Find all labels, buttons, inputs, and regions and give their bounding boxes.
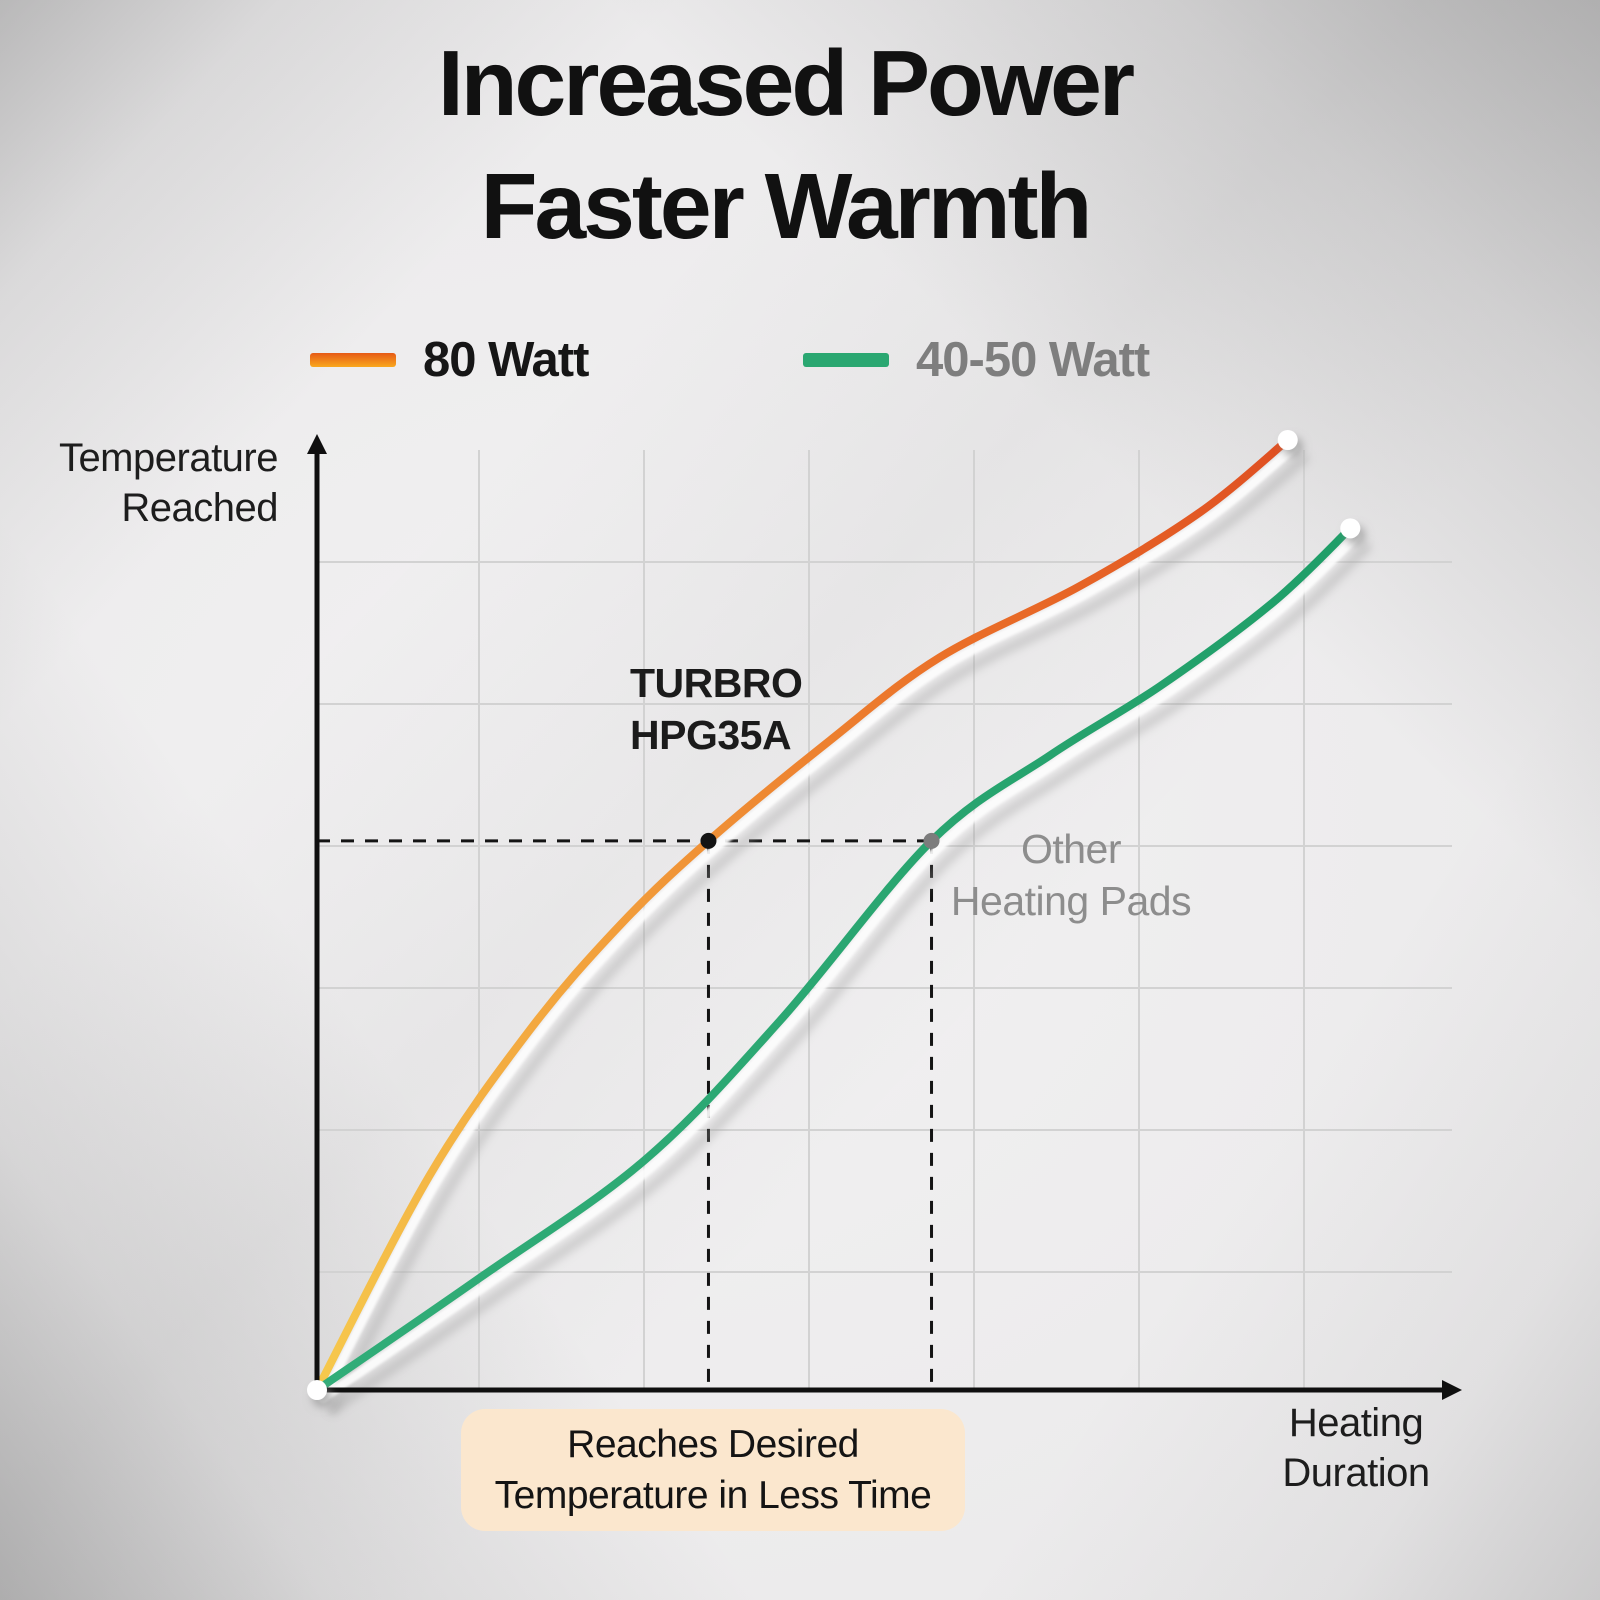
curve-shadows	[318, 443, 1372, 1414]
y-axis-label-line-2: Reached	[121, 486, 278, 531]
legend-item-40-50-watt: 40-50 Watt	[803, 328, 1150, 392]
legend-label-40-50-watt: 40-50 Watt	[916, 333, 1150, 387]
curves	[313, 436, 1355, 1394]
other-pads-label-line-2: Heating Pads	[950, 877, 1192, 924]
legend-item-80-watt: 80 Watt	[310, 328, 589, 392]
callout-line-1: Reaches Desired	[567, 1422, 859, 1466]
x-axis-label-line-2: Duration	[1282, 1451, 1430, 1496]
y-axis-label: Temperature Reached	[18, 433, 279, 534]
axes	[307, 434, 1462, 1400]
legend-label-80-watt: 80 Watt	[423, 333, 589, 387]
callout-reaches-desired-temperature: Reaches Desired Temperature in Less Time	[461, 1409, 965, 1531]
x-axis-label-line-1: Heating	[1288, 1401, 1424, 1445]
title-line-1: Increased Power	[437, 31, 1135, 135]
title-line-2: Faster Warmth	[480, 153, 1093, 258]
callout-line-2: Temperature in Less Time	[494, 1474, 932, 1517]
series-label-other-heating-pads: Other Heating Pads	[938, 824, 1204, 927]
legend-swatch-40-50-watt	[803, 353, 889, 367]
turbro-label-line-1: TURBRO	[630, 660, 803, 706]
series-label-turbro-hpg35a: TURBRO HPG35A	[630, 658, 803, 761]
legend-swatch-80-watt	[310, 353, 396, 367]
marker-dots	[307, 430, 1361, 1400]
page-title: Increased Power Faster Warmth	[0, 22, 1570, 268]
y-axis-label-line-1: Temperature	[58, 436, 279, 480]
turbro-label-line-2: HPG35A	[630, 711, 792, 758]
other-pads-label-line-1: Other	[1020, 826, 1122, 872]
x-axis-label: Heating Duration	[1240, 1398, 1472, 1499]
